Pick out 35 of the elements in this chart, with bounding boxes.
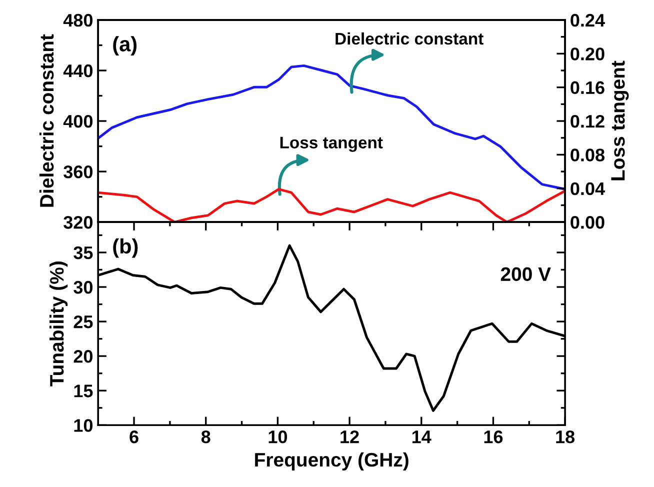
y-tick-label: 400 [63, 114, 92, 128]
x-tick-label: 12 [340, 430, 359, 444]
y2-tick-label: 0.00 [570, 216, 604, 229]
y-tick-label: 20 [74, 350, 92, 363]
y-axis-title: Dielectric constant [39, 34, 54, 207]
y-tick-label: 440 [63, 64, 92, 78]
y-tick-label: 10 [74, 419, 92, 432]
y-tick-label: 15 [74, 384, 93, 398]
annotation: (a) [113, 36, 137, 56]
y2-tick-label: 0.08 [570, 148, 605, 162]
x-tick-label: 10 [268, 430, 287, 444]
x-tick-label: 16 [484, 430, 503, 444]
y2-tick-label: 0.20 [570, 48, 604, 60]
y2-tick-label: 0.04 [570, 182, 605, 196]
y2-tick-label: 0.24 [570, 14, 605, 27]
line-series [98, 64, 566, 190]
y-tick-label: 320 [64, 216, 92, 229]
y2-tick-label: 0.16 [570, 81, 604, 94]
y-tick-label: 25 [74, 315, 93, 328]
y-tick-label: 35 [74, 246, 93, 260]
annotation: 200 V [500, 267, 551, 282]
x-tick-label: 14 [412, 430, 432, 444]
y-tick-label: 30 [74, 280, 92, 294]
x-tick-label: 6 [130, 430, 138, 444]
y2-tick-label: 0.12 [570, 114, 604, 128]
y2-axis-title: Loss tangent [611, 60, 629, 180]
y-tick-label: 360 [64, 165, 92, 178]
x-tick-label: 8 [201, 430, 210, 444]
x-tick-label: 18 [556, 430, 575, 444]
annotation: (b) [113, 238, 138, 258]
annotation: Loss tangent [280, 136, 383, 152]
y-tick-label: 480 [63, 14, 92, 27]
annotation: Dielectric constant [336, 32, 484, 45]
y-axis-title: Tunability (%) [49, 262, 68, 386]
x-axis-title: Frequency (GHz) [255, 452, 408, 471]
